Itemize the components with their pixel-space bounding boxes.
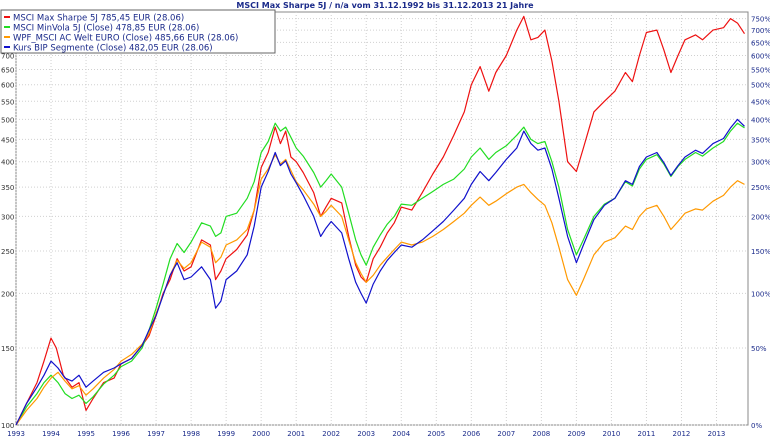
- legend-label: Kurs BIP Segmente (Close) 482,05 EUR (28…: [13, 44, 213, 54]
- y-left-tick-label: 500: [1, 116, 14, 124]
- y-right-tick-label: 250%: [751, 184, 770, 192]
- x-tick-label: 1998: [182, 430, 200, 438]
- x-tick-label: 2003: [357, 430, 375, 438]
- x-tick-label: 2010: [602, 430, 620, 438]
- y-left-tick-label: 450: [1, 136, 14, 144]
- x-tick-label: 2002: [322, 430, 340, 438]
- x-tick-label: 2000: [252, 430, 270, 438]
- x-tick-label: 2007: [497, 430, 515, 438]
- y-left-tick-label: 700: [1, 52, 14, 60]
- y-right-tick-label: 200%: [751, 213, 770, 221]
- y-left-tick-label: 350: [1, 184, 14, 192]
- y-left-tick-label: 300: [1, 213, 14, 221]
- legend-label: MSCI Max Sharpe 5J 785,45 EUR (28.06): [13, 14, 184, 24]
- x-tick-label: 2008: [532, 430, 550, 438]
- y-right-tick-label: 50%: [751, 345, 767, 353]
- series-line-4: [15, 118, 745, 426]
- y-right-tick-label: 750%: [751, 16, 770, 24]
- x-tick-label: 1995: [77, 430, 95, 438]
- x-tick-label: 2013: [708, 430, 726, 438]
- y-right-tick-label: 450%: [751, 98, 770, 106]
- y-left-tick-label: 250: [1, 248, 14, 256]
- x-tick-label: 2004: [392, 430, 410, 438]
- y-left-tick-label: 650: [1, 67, 14, 75]
- legend: MSCI Max Sharpe 5J 785,45 EUR (28.06)MSC…: [0, 9, 276, 54]
- y-left-tick-label: 550: [1, 98, 14, 106]
- x-tick-label: 1994: [42, 430, 60, 438]
- y-right-tick-label: 550%: [751, 67, 770, 75]
- y-right-tick-label: 700%: [751, 27, 770, 35]
- chart-title: MSCI Max Sharpe 5J / n/a vom 31.12.1992 …: [236, 1, 534, 10]
- x-tick-label: 1999: [217, 430, 235, 438]
- y-right-tick-label: 150%: [751, 248, 770, 256]
- y-right-tick-label: 650%: [751, 39, 770, 47]
- y-right-tick-label: 400%: [751, 116, 770, 124]
- x-tick-label: 2006: [462, 430, 480, 438]
- y-right-tick-label: 300%: [751, 159, 770, 167]
- y-left-tick-label: 400: [1, 159, 14, 167]
- legend-label: MSCI MinVola 5J (Close) 478,85 EUR (28.0…: [13, 24, 199, 34]
- x-tick-label: 2009: [567, 430, 585, 438]
- y-right-tick-label: 600%: [751, 52, 770, 60]
- y-left-tick-label: 100: [1, 422, 14, 430]
- series-group: [15, 15, 746, 426]
- x-tick-label: 1997: [147, 430, 165, 438]
- y-left-tick-label: 200: [1, 290, 14, 298]
- axes: 100 0% 150 50% 200 100% 250 150% 300 200% 350 250% 4…: [1, 16, 770, 438]
- x-tick-label: 1993: [7, 430, 25, 438]
- y-right-tick-label: 100%: [751, 290, 770, 298]
- legend-box: [0, 9, 276, 54]
- x-tick-label: 2005: [427, 430, 445, 438]
- x-tick-label: 1996: [112, 430, 130, 438]
- x-tick-label: 2001: [287, 430, 305, 438]
- x-tick-label: 2012: [673, 430, 691, 438]
- y-left-tick-label: 150: [1, 345, 14, 353]
- y-right-tick-label: 0%: [751, 422, 762, 430]
- y-right-tick-label: 500%: [751, 82, 770, 90]
- legend-label: WPF_MSCI AC Welt EURO (Close) 485,66 EUR…: [13, 34, 238, 44]
- y-right-tick-label: 350%: [751, 136, 770, 144]
- grid: [15, 11, 749, 426]
- y-left-tick-label: 600: [1, 82, 14, 90]
- x-tick-label: 2011: [638, 430, 656, 438]
